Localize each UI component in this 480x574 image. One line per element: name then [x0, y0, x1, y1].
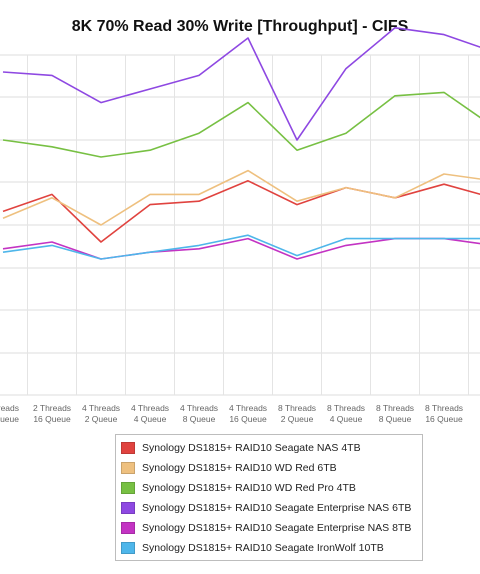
legend-entry: Synology DS1815+ RAID10 WD Red 6TB: [116, 458, 422, 478]
legend: Synology DS1815+ RAID10 Seagate NAS 4TB S…: [115, 434, 423, 561]
series-lines: [2, 26, 480, 260]
x-tick-label: 16 Queue: [229, 414, 267, 424]
series-line-6: [2, 234, 480, 260]
x-tick-label: 2 Queue: [85, 414, 118, 424]
legend-entry: Synology DS1815+ RAID10 WD Red Pro 4TB: [116, 478, 422, 498]
x-tick-label: 4 Threads: [229, 403, 267, 413]
x-tick-label: 4 Queue: [330, 414, 363, 424]
x-tick-label: 4 Threads: [180, 403, 218, 413]
x-tick-label: 8 Queue: [183, 414, 216, 424]
legend-entry: Synology DS1815+ RAID10 Seagate NAS 4TB: [116, 438, 422, 458]
legend-swatch: [121, 502, 135, 514]
x-tick-label: 2 Queue: [281, 414, 314, 424]
legend-entry: Synology DS1815+ RAID10 Seagate IronWolf…: [116, 538, 422, 558]
x-tick-label: 16 Queue: [33, 414, 71, 424]
x-tick-label: 4 Threads: [131, 403, 169, 413]
x-tick-label: Queue: [0, 414, 19, 424]
legend-swatch: [121, 522, 135, 534]
chart-title: 8K 70% Read 30% Write [Throughput] - CIF…: [71, 18, 409, 35]
x-tick-label: 16 Queue: [425, 414, 463, 424]
x-tick-label: 8 Threads: [278, 403, 316, 413]
series-line-1: [2, 180, 480, 243]
legend-label: Synology DS1815+ RAID10 Seagate Enterpri…: [142, 522, 412, 534]
legend-swatch: [121, 442, 135, 454]
legend-swatch: [121, 542, 135, 554]
x-tick-label: 4 Threads: [82, 403, 120, 413]
series-line-4: [2, 26, 480, 141]
gridlines: [0, 54, 480, 396]
series-line-3: [2, 91, 480, 158]
x-tick-label: 8 Queue: [379, 414, 412, 424]
legend-label: Synology DS1815+ RAID10 Seagate NAS 4TB: [142, 442, 361, 454]
x-tick-label: 8 Threads: [425, 403, 463, 413]
x-tick-label: 8 Threads: [327, 403, 365, 413]
legend-label: Synology DS1815+ RAID10 WD Red 6TB: [142, 462, 337, 474]
series-line-2: [2, 169, 480, 226]
x-tick-label: Threads: [0, 403, 19, 413]
legend-swatch: [121, 462, 135, 474]
x-tick-label: 2 Threads: [33, 403, 71, 413]
x-tick-label: 8 Threads: [376, 403, 414, 413]
legend-label: Synology DS1815+ RAID10 Seagate Enterpri…: [142, 502, 412, 514]
legend-label: Synology DS1815+ RAID10 Seagate IronWolf…: [142, 542, 384, 554]
legend-swatch: [121, 482, 135, 494]
legend-label: Synology DS1815+ RAID10 WD Red Pro 4TB: [142, 482, 356, 494]
legend-entry: Synology DS1815+ RAID10 Seagate Enterpri…: [116, 498, 422, 518]
legend-entry: Synology DS1815+ RAID10 Seagate Enterpri…: [116, 518, 422, 538]
series-line-5: [2, 237, 480, 260]
x-tick-label: 4 Queue: [134, 414, 167, 424]
